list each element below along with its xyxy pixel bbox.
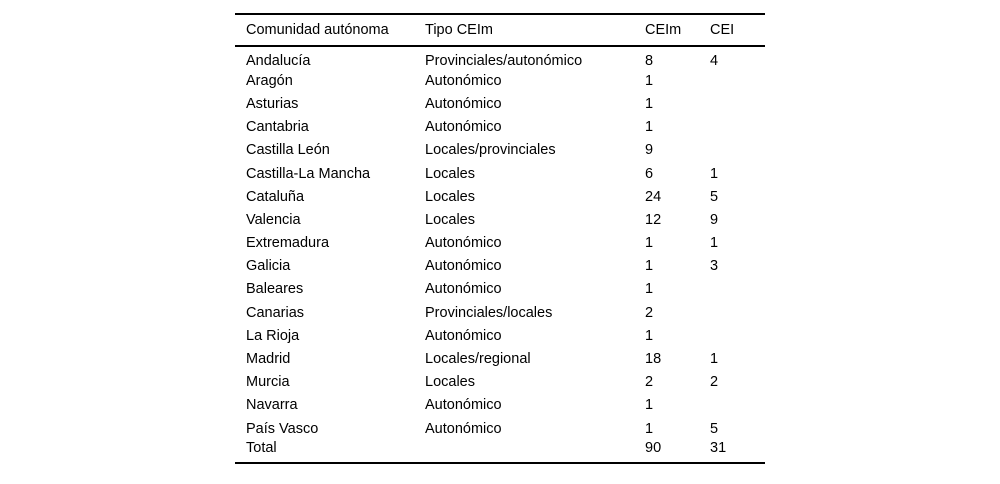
table-row: Galicia Autonómico 1 3: [235, 255, 765, 278]
table-cell: 2: [645, 304, 654, 321]
table-cell: Provinciales/locales: [425, 304, 553, 321]
table-cell: Autonómico: [425, 72, 502, 89]
table-row: La Rioja Autonómico 1: [235, 324, 765, 347]
table-cell: [710, 69, 765, 92]
table-cell: 1: [645, 119, 654, 136]
table-cell: Andalucía: [246, 52, 311, 69]
table-row: Baleares Autonómico 1: [235, 278, 765, 301]
table-cell: [710, 301, 765, 324]
table-row: Cantabria Autonómico 1: [235, 116, 765, 139]
table-cell: 31: [710, 440, 727, 457]
table-row-total: Total 90 31: [235, 440, 765, 463]
table-cell: Valencia: [246, 211, 301, 228]
table-cell: Autonómico: [425, 327, 502, 344]
column-header-cei: CEI: [710, 14, 765, 47]
table-cell: Castilla León: [246, 142, 330, 159]
table-cell: 2: [645, 374, 654, 391]
column-header-tipo-ceim: Tipo CEIm: [425, 14, 645, 47]
table-cell: 12: [645, 211, 662, 228]
table-row: Valencia Locales 12 9: [235, 208, 765, 231]
table-cell: Extremadura: [246, 235, 330, 252]
table-cell: 1: [645, 258, 654, 275]
table-cell: [710, 324, 765, 347]
table-row: Madrid Locales/regional 18 1: [235, 347, 765, 370]
table-cell: [710, 278, 765, 301]
table-cell: Canarias: [246, 304, 305, 321]
table-cell: Locales/provinciales: [425, 142, 556, 159]
table-cell: País Vasco: [246, 420, 319, 437]
table-cell: 24: [645, 188, 662, 205]
table-row: Canarias Provinciales/locales 2: [235, 301, 765, 324]
table-cell: 5: [710, 420, 719, 437]
table-cell: 5: [710, 188, 719, 205]
table-cell: 8: [645, 52, 654, 69]
table-cell: Baleares: [246, 281, 304, 298]
table-cell: Autonómico: [425, 119, 502, 136]
table-cell: Cantabria: [246, 119, 309, 136]
table-cell: Total: [246, 440, 277, 457]
column-header-comunidad: Comunidad autónoma: [235, 14, 425, 47]
table-cell: 1: [645, 72, 654, 89]
table-cell: 1: [710, 165, 719, 182]
table-cell: 1: [645, 281, 654, 298]
table-cell: Autonómico: [425, 258, 502, 275]
table-cell: Autonómico: [425, 95, 502, 112]
table-cell: Provinciales/autonómico: [425, 52, 583, 69]
table-cell: Locales: [425, 211, 475, 228]
table-row: Andalucía Provinciales/autonómico 8 4: [235, 46, 765, 69]
table-cell: La Rioja: [246, 327, 300, 344]
table-cell: Asturias: [246, 95, 299, 112]
ceim-by-community-table: Comunidad autónoma Tipo CEIm CEIm CEI An…: [235, 13, 765, 465]
header-row: Comunidad autónoma Tipo CEIm CEIm CEI: [235, 14, 765, 47]
table-cell: 18: [645, 351, 662, 368]
table-cell: Locales: [425, 188, 475, 205]
table-cell: Murcia: [246, 374, 290, 391]
table-cell: Locales: [425, 165, 475, 182]
table-cell: [425, 440, 645, 463]
table-cell: 6: [645, 165, 654, 182]
table-cell: Madrid: [246, 351, 291, 368]
table-cell: 4: [710, 52, 719, 69]
table-row: Navarra Autonómico 1: [235, 394, 765, 417]
table-row: Castilla-La Mancha Locales 6 1: [235, 162, 765, 185]
table-cell: 90: [645, 440, 662, 457]
table-cell: Castilla-La Mancha: [246, 165, 371, 182]
table-row: Extremadura Autonómico 1 1: [235, 232, 765, 255]
table-cell: 1: [645, 397, 654, 414]
table-cell: [710, 116, 765, 139]
table-row: País Vasco Autonómico 1 5: [235, 417, 765, 440]
table-cell: Autonómico: [425, 420, 502, 437]
table-cell: [710, 394, 765, 417]
table-cell: 1: [645, 327, 654, 344]
table-row: Asturias Autonómico 1: [235, 92, 765, 115]
table-header: Comunidad autónoma Tipo CEIm CEIm CEI: [235, 14, 765, 47]
table-cell: Aragón: [246, 72, 293, 89]
table-body: Andalucía Provinciales/autonómico 8 4 Aragón…: [235, 46, 765, 463]
table-row: Aragón Autonómico 1: [235, 69, 765, 92]
table-row: Castilla León Locales/provinciales 9: [235, 139, 765, 162]
table-cell: Galicia: [246, 258, 291, 275]
table-cell: Navarra: [246, 397, 298, 414]
table-cell: 1: [710, 351, 719, 368]
table-cell: 1: [710, 235, 719, 252]
table-cell: [710, 92, 765, 115]
ceim-table-container: Comunidad autónoma Tipo CEIm CEIm CEI An…: [235, 13, 765, 465]
table-cell: Locales/regional: [425, 351, 531, 368]
table-cell: Autonómico: [425, 397, 502, 414]
table-cell: [710, 139, 765, 162]
table-row: Murcia Locales 2 2: [235, 371, 765, 394]
table-cell: Autonómico: [425, 235, 502, 252]
table-cell: Autonómico: [425, 281, 502, 298]
table-cell: Locales: [425, 374, 475, 391]
table-cell: 2: [710, 374, 719, 391]
table-cell: 1: [645, 95, 654, 112]
table-cell: 1: [645, 420, 654, 437]
table-cell: 9: [645, 142, 654, 159]
column-header-ceim: CEIm: [645, 14, 710, 47]
table-cell: 3: [710, 258, 719, 275]
table-cell: 9: [710, 211, 719, 228]
table-row: Cataluña Locales 24 5: [235, 185, 765, 208]
table-cell: 1: [645, 235, 654, 252]
table-cell: Cataluña: [246, 188, 305, 205]
